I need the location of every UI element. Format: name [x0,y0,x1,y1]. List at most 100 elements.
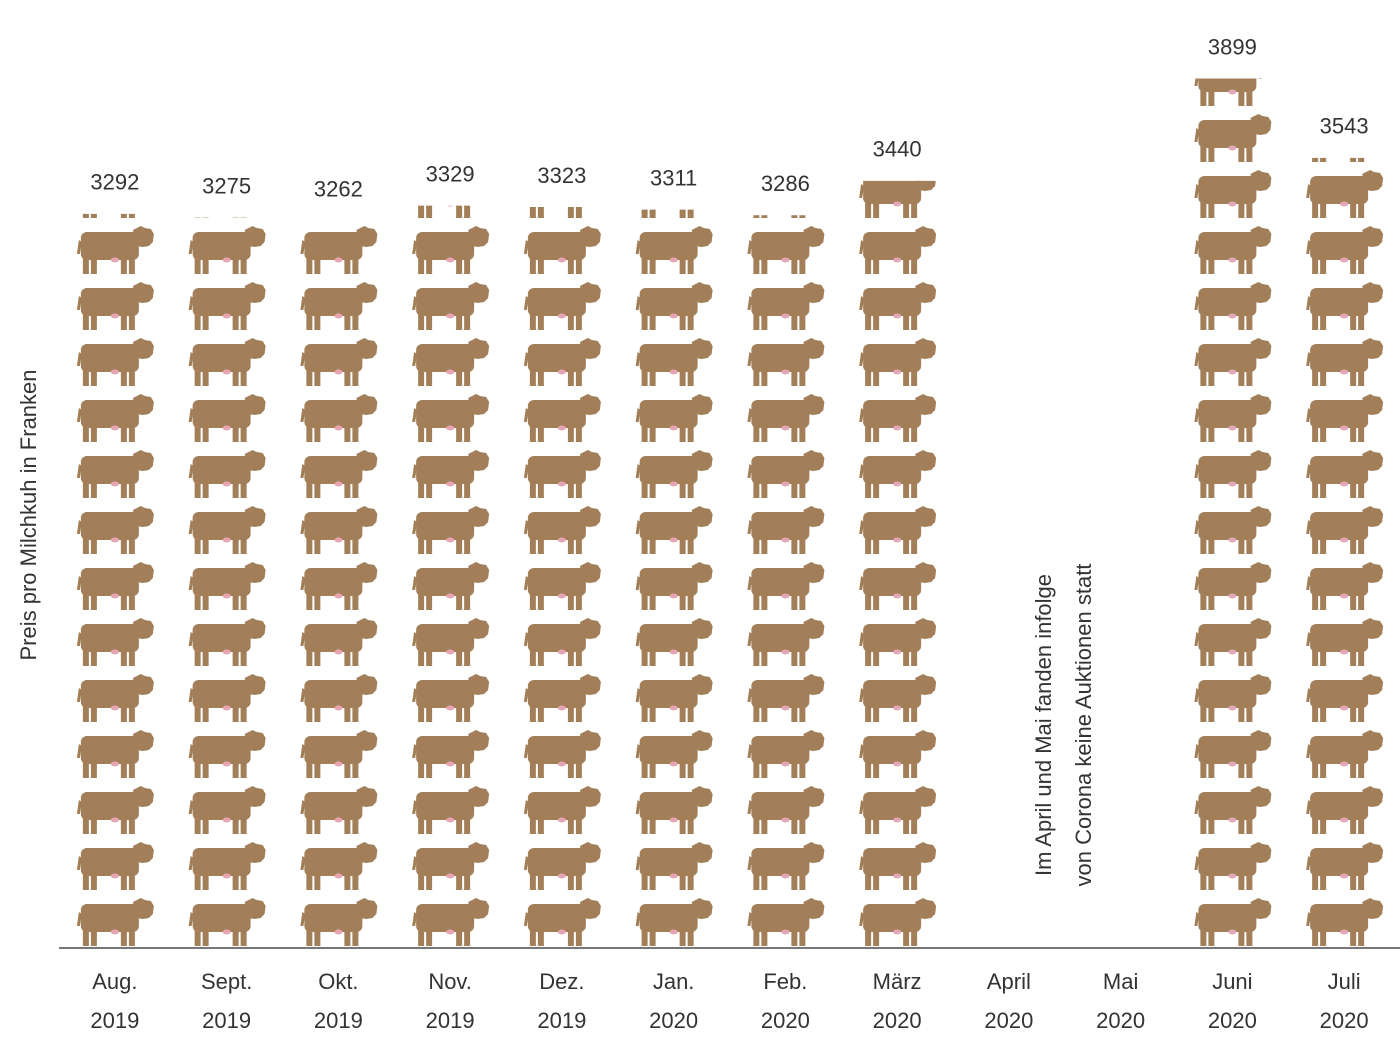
x-tick-label: 2019 [90,1008,139,1033]
cow-icon [412,618,490,666]
cow-icon [300,618,378,666]
pictogram-bar [635,209,713,946]
x-tick-label: Nov. [428,969,472,994]
x-tick-label: Sept. [201,969,252,994]
x-tick-label: 2019 [426,1008,475,1033]
cow-icon [747,842,825,890]
value-label: 3440 [873,137,922,162]
cow-icon [76,730,154,778]
x-tick-label: Feb. [763,969,807,994]
cow-icon [412,394,490,442]
cow-icon [1306,506,1384,554]
x-tick-label: 2019 [314,1008,363,1033]
value-label: 3286 [761,171,810,196]
x-tick-label: 2020 [1096,1008,1145,1033]
cow-icon [300,338,378,386]
cow-icon [76,394,154,442]
cow-icon [300,282,378,330]
cow-icon [188,842,266,890]
cow-icon [635,674,713,722]
cow-icon [1194,338,1272,386]
cow-icon [859,282,937,330]
y-axis-label: Preis pro Milchkuh in Franken [16,369,41,660]
cow-icon [1306,226,1384,274]
cow-icon [76,282,154,330]
cow-icon [859,786,937,834]
cow-icon [1306,562,1384,610]
cow-icon [747,730,825,778]
cow-icon [76,450,154,498]
cow-icon [1306,394,1384,442]
cow-icon [188,618,266,666]
cow-icon [523,786,601,834]
cow-icon [859,226,937,274]
x-tick-label: 2020 [873,1008,922,1033]
cow-icon [300,226,378,274]
cow-icon [76,898,154,946]
cow-icon [76,786,154,834]
cow-icon [188,282,266,330]
cow-icon [859,842,937,890]
cow-icon [523,450,601,498]
cow-icon [412,506,490,554]
x-tick-label: 2020 [649,1008,698,1033]
cow-icon [859,450,937,498]
cow-icon [1194,842,1272,890]
cow-icon [300,730,378,778]
x-tick-label: Okt. [318,969,358,994]
cow-icon [76,226,154,274]
cow-icon [412,226,490,274]
cow-icon [300,842,378,890]
cow-icon [412,338,490,386]
value-label: 3262 [314,176,363,201]
value-label: 3899 [1208,34,1257,59]
cow-icon [635,618,713,666]
cow-icon [859,562,937,610]
pictogram-bar [76,213,154,946]
cow-icon [1306,674,1384,722]
cow-icon [747,898,825,946]
cow-icon [1194,394,1272,442]
cow-icon [859,674,937,722]
cow-icon [635,898,713,946]
x-tick-label: Aug. [92,969,137,994]
cow-icon [188,394,266,442]
cow-icon [412,730,490,778]
cow-icon [412,786,490,834]
cow-icon [747,226,825,274]
x-tick-label: 2020 [761,1008,810,1033]
cow-icon [412,674,490,722]
x-tick-label: 2020 [1208,1008,1257,1033]
x-tick-label: Juni [1212,969,1252,994]
cow-icon [635,730,713,778]
x-tick-label: April [987,969,1031,994]
cow-icon [523,282,601,330]
cow-icon [188,898,266,946]
x-tick-label: Jan. [653,969,695,994]
pictogram-bar [412,205,490,946]
cow-icon [859,506,937,554]
cow-icon [188,450,266,498]
cow-icon [188,226,266,274]
cow-icon [1306,282,1384,330]
pictogram-bar [188,217,266,946]
cow-icon [76,618,154,666]
cow-icon [523,898,601,946]
cow-icon [1306,842,1384,890]
x-tick-label: Dez. [539,969,584,994]
cow-icon [635,562,713,610]
annotation: Im April und Mai fanden infolge [1031,574,1056,876]
cow-icon [188,506,266,554]
cow-icon [523,506,601,554]
cow-icon [1306,450,1384,498]
cow-icon [523,618,601,666]
cow-icon [1194,78,1272,106]
pictogram-bar [747,215,825,946]
pictogram-bar [1306,157,1384,946]
value-label: 3311 [650,165,697,190]
cow-icon [412,562,490,610]
cow-icon [1194,282,1272,330]
cow-icon [300,506,378,554]
cow-icon [76,562,154,610]
cow-icon [188,730,266,778]
